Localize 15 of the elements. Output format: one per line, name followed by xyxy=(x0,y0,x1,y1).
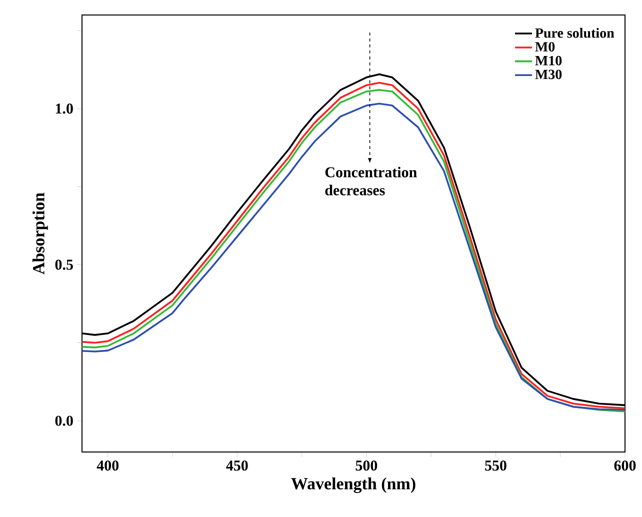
x-tick-label: 550 xyxy=(485,460,506,471)
text: 0.0 xyxy=(55,416,73,426)
x-tick-label: 400 xyxy=(96,460,119,471)
legend-label: M30 xyxy=(535,70,562,80)
y-tick-label: 0.5 xyxy=(55,260,73,270)
legend-label: Pure solution xyxy=(535,28,614,38)
y-tick-label: 1.0 xyxy=(56,104,73,114)
x-tick-label: 600 xyxy=(614,460,636,471)
x-tick-label: 450 xyxy=(226,460,248,471)
x-axis-title: Wavelength (nm) xyxy=(291,477,416,494)
annotation: Concentration decreases xyxy=(325,166,417,196)
legend-label: M10 xyxy=(535,56,562,66)
y-axis-title: Absorption xyxy=(32,192,48,274)
x-tick-label: 500 xyxy=(356,460,378,471)
legend-label: M0 xyxy=(535,42,555,52)
